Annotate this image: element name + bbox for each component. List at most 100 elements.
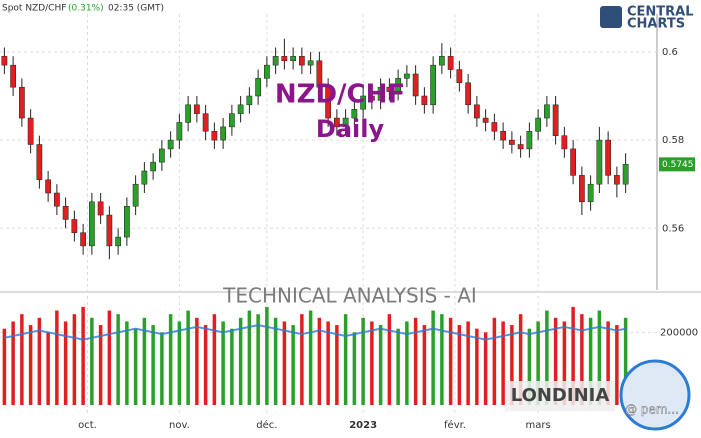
candle-body xyxy=(1,56,8,66)
volume-bar xyxy=(545,310,549,405)
volume-bar xyxy=(63,321,68,405)
candle-body xyxy=(124,205,130,238)
candle-body xyxy=(447,56,454,70)
candle-body xyxy=(89,201,95,247)
candle-body xyxy=(596,139,603,185)
candle-body xyxy=(62,205,69,220)
volume-bar xyxy=(396,328,400,405)
candle-body xyxy=(544,104,550,119)
volume-bar xyxy=(177,321,182,405)
candle-body xyxy=(71,219,78,233)
volume-ma-line xyxy=(4,324,626,341)
candle-body xyxy=(141,170,148,185)
candle-body xyxy=(325,86,331,119)
avatar xyxy=(619,359,691,431)
volume-bar xyxy=(142,317,147,405)
volume-bar xyxy=(72,314,77,405)
volume-bar xyxy=(20,314,24,405)
x-tick-label: oct. xyxy=(78,420,97,431)
logo-line2: CHARTS xyxy=(627,17,685,32)
volume-bar xyxy=(457,325,462,405)
candle-body xyxy=(404,73,410,79)
candle-body xyxy=(202,113,209,132)
volume-bar xyxy=(37,317,42,405)
volume-bar xyxy=(203,325,208,405)
candle-body xyxy=(500,131,506,141)
volume-bar xyxy=(422,325,427,405)
candle-body xyxy=(54,192,60,207)
logo-line1: CENTRAL xyxy=(627,5,694,20)
volume-bar xyxy=(378,325,383,405)
candle-body xyxy=(570,148,576,176)
candle-body xyxy=(194,104,200,114)
volume-bar xyxy=(317,317,322,405)
candle-body xyxy=(80,232,86,247)
candle-body xyxy=(622,164,629,185)
volume-bar xyxy=(230,328,234,405)
volume-bar xyxy=(623,317,628,405)
candle-body xyxy=(465,82,471,106)
candle-body xyxy=(176,122,183,141)
change: (0.31%) xyxy=(68,4,104,14)
watermark-banner: TECHNICAL ANALYSIS - AI xyxy=(222,284,477,308)
candle-body xyxy=(246,95,253,106)
volume-bar xyxy=(571,306,575,405)
volume-bar xyxy=(195,317,199,405)
candle-body xyxy=(19,86,25,119)
volume-bar xyxy=(518,314,523,405)
volume-bar xyxy=(256,314,260,405)
volume-bar xyxy=(133,328,138,405)
volume-bar xyxy=(221,321,225,405)
candle-body xyxy=(237,104,244,114)
y-tick-label: 0.58 xyxy=(662,135,684,146)
volume-bar xyxy=(116,314,120,405)
volume-bar xyxy=(466,321,470,405)
volume-bar xyxy=(615,325,619,405)
volume-bar xyxy=(597,310,602,405)
volume-bar xyxy=(580,314,584,405)
volume-bar xyxy=(291,325,295,405)
watermark-title: NZD/CHF xyxy=(275,80,405,110)
candle-body xyxy=(342,117,349,128)
candle-body xyxy=(272,56,279,66)
x-tick-label: 2023 xyxy=(349,420,377,431)
candle-body xyxy=(281,56,288,61)
volume-bar xyxy=(553,317,558,405)
watermark-brand: LONDINIA xyxy=(511,385,610,406)
candle-body xyxy=(517,144,524,150)
x-tick-label: déc. xyxy=(256,419,277,431)
candle-body xyxy=(439,56,445,66)
candle-body xyxy=(290,56,296,61)
candle-body xyxy=(10,64,16,88)
volume-bar xyxy=(107,310,112,405)
volume-bar xyxy=(562,321,567,405)
volume-bar xyxy=(98,325,103,405)
candle-body xyxy=(115,236,121,247)
candle-body xyxy=(552,104,559,136)
candle-body xyxy=(27,117,34,145)
candle-body xyxy=(211,131,218,141)
candle-body xyxy=(229,113,235,128)
watermark-timeframe: Daily xyxy=(316,115,385,143)
candle-body xyxy=(307,60,314,66)
candle-body xyxy=(579,175,585,203)
candle-body xyxy=(587,183,594,203)
candle-body xyxy=(412,73,419,97)
volume-bar xyxy=(2,328,7,405)
volume-bar xyxy=(247,310,252,405)
volume-bar xyxy=(405,321,409,405)
volume-bar xyxy=(238,317,243,405)
volume-bar xyxy=(361,317,365,405)
volume-bar xyxy=(343,314,348,405)
candle-body xyxy=(36,144,43,181)
volume-bar xyxy=(125,321,129,405)
candle-body xyxy=(605,139,611,176)
volume-bar xyxy=(308,310,313,405)
y-tick-label: 0.6 xyxy=(662,47,678,58)
volume-bar xyxy=(413,317,418,405)
candle-body xyxy=(264,64,270,79)
candle-body xyxy=(45,179,51,194)
volume-bar xyxy=(440,314,444,405)
volume-bar xyxy=(160,332,164,405)
